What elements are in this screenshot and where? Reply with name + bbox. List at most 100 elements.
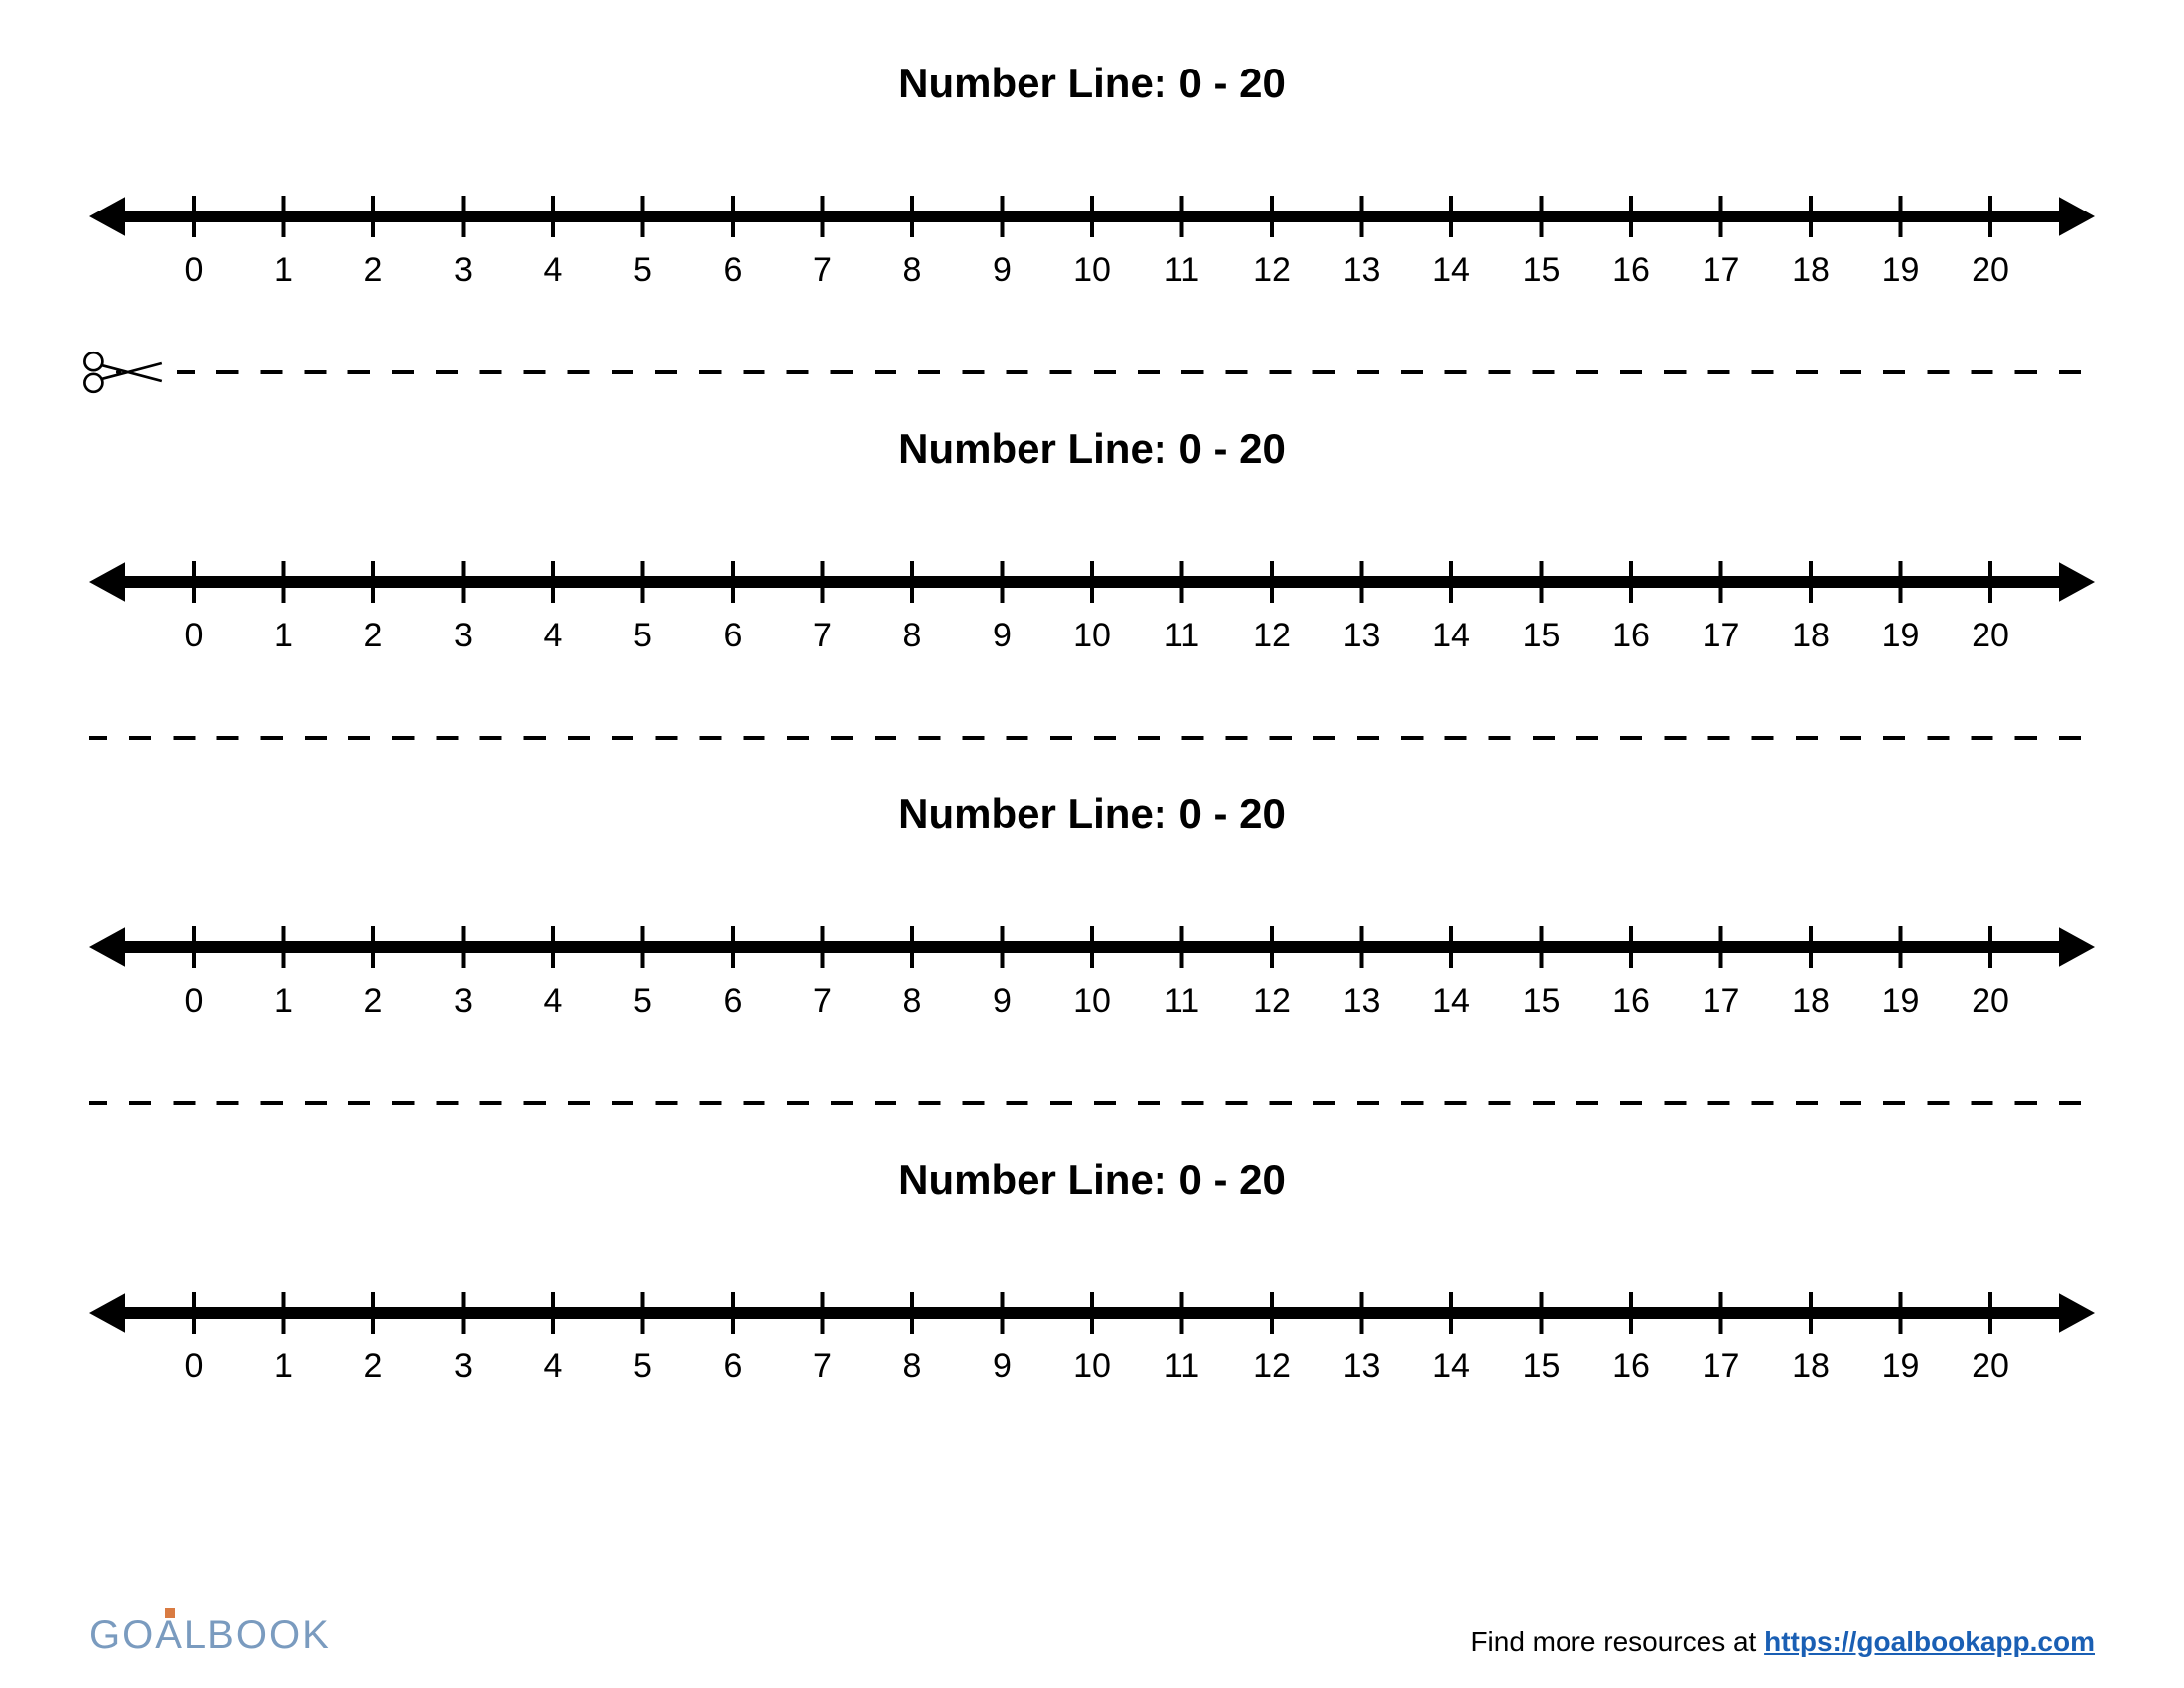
tick-label: 4 — [544, 1347, 563, 1385]
footer-resource-text: Find more resources at https://goalbooka… — [1470, 1626, 2095, 1658]
tick-label: 8 — [903, 617, 922, 654]
tick-label: 14 — [1433, 982, 1470, 1020]
tick-label: 10 — [1073, 982, 1111, 1020]
tick-label: 15 — [1523, 982, 1561, 1020]
numberline-section: Number Line: 0 - 20 01234567891011121314… — [89, 1156, 2095, 1402]
tick-label: 5 — [633, 982, 652, 1020]
arrow-right-icon — [2059, 927, 2095, 967]
tick-label: 20 — [1972, 251, 2009, 289]
tick-label: 20 — [1972, 1347, 2009, 1385]
cut-dash — [89, 1101, 2095, 1105]
cut-line — [89, 346, 2095, 395]
tick-label: 20 — [1972, 617, 2009, 654]
tick-label: 5 — [633, 1347, 652, 1385]
tick-label: 14 — [1433, 617, 1470, 654]
arrow-left-icon — [89, 1293, 125, 1333]
number-line: 01234567891011121314151617181920 — [89, 1263, 2095, 1402]
tick-label: 7 — [813, 251, 832, 289]
cut-dash — [177, 370, 2095, 374]
tick-label: 3 — [454, 1347, 473, 1385]
footer-link[interactable]: https://goalbookapp.com — [1764, 1626, 2095, 1657]
arrow-right-icon — [2059, 1293, 2095, 1333]
tick-label: 6 — [724, 1347, 743, 1385]
tick-label: 16 — [1612, 1347, 1650, 1385]
tick-label: 13 — [1343, 251, 1381, 289]
goalbook-logo: GOALBOOK — [89, 1614, 331, 1658]
tick-label: 13 — [1343, 1347, 1381, 1385]
tick-label: 17 — [1703, 982, 1740, 1020]
tick-label: 18 — [1792, 251, 1830, 289]
tick-label: 13 — [1343, 982, 1381, 1020]
tick-label: 3 — [454, 982, 473, 1020]
logo-prefix: GO — [89, 1614, 155, 1657]
tick-label: 18 — [1792, 1347, 1830, 1385]
tick-label: 18 — [1792, 982, 1830, 1020]
tick-label: 16 — [1612, 982, 1650, 1020]
tick-label: 8 — [903, 982, 922, 1020]
tick-label: 19 — [1882, 617, 1920, 654]
tick-label: 4 — [544, 982, 563, 1020]
cut-dash — [89, 736, 2095, 740]
tick-label: 14 — [1433, 1347, 1470, 1385]
tick-label: 15 — [1523, 251, 1561, 289]
tick-label: 12 — [1253, 1347, 1291, 1385]
tick-label: 4 — [544, 251, 563, 289]
tick-label: 19 — [1882, 982, 1920, 1020]
tick-label: 2 — [364, 617, 383, 654]
tick-label: 7 — [813, 617, 832, 654]
tick-label: 20 — [1972, 982, 2009, 1020]
tick-label: 12 — [1253, 617, 1291, 654]
numberline-section: Number Line: 0 - 20 01234567891011121314… — [89, 60, 2095, 306]
logo-accent-icon — [165, 1608, 175, 1618]
arrow-left-icon — [89, 927, 125, 967]
tick-label: 1 — [274, 1347, 293, 1385]
tick-label: 10 — [1073, 1347, 1111, 1385]
arrow-right-icon — [2059, 562, 2095, 602]
section-title: Number Line: 0 - 20 — [89, 60, 2095, 107]
tick-label: 14 — [1433, 251, 1470, 289]
tick-label: 12 — [1253, 982, 1291, 1020]
tick-label: 1 — [274, 982, 293, 1020]
tick-label: 12 — [1253, 251, 1291, 289]
arrow-right-icon — [2059, 197, 2095, 236]
tick-label: 4 — [544, 617, 563, 654]
tick-label: 1 — [274, 251, 293, 289]
tick-label: 11 — [1164, 982, 1199, 1020]
tick-label: 1 — [274, 617, 293, 654]
tick-label: 19 — [1882, 1347, 1920, 1385]
tick-label: 3 — [454, 617, 473, 654]
tick-label: 17 — [1703, 1347, 1740, 1385]
number-line: 01234567891011121314151617181920 — [89, 167, 2095, 306]
tick-label: 10 — [1073, 617, 1111, 654]
tick-label: 11 — [1164, 251, 1199, 289]
tick-label: 9 — [993, 1347, 1012, 1385]
tick-label: 9 — [993, 251, 1012, 289]
cut-line — [89, 711, 2095, 761]
tick-label: 10 — [1073, 251, 1111, 289]
tick-label: 2 — [364, 982, 383, 1020]
tick-label: 11 — [1164, 1347, 1199, 1385]
tick-label: 15 — [1523, 617, 1561, 654]
page-footer: GOALBOOK Find more resources at https://… — [89, 1614, 2095, 1658]
section-title: Number Line: 0 - 20 — [89, 790, 2095, 838]
tick-label: 17 — [1703, 251, 1740, 289]
tick-label: 15 — [1523, 1347, 1561, 1385]
tick-label: 0 — [185, 1347, 204, 1385]
tick-label: 16 — [1612, 251, 1650, 289]
numberline-section: Number Line: 0 - 20 01234567891011121314… — [89, 425, 2095, 671]
tick-label: 13 — [1343, 617, 1381, 654]
tick-label: 7 — [813, 982, 832, 1020]
scissors-icon — [79, 346, 169, 399]
tick-label: 6 — [724, 251, 743, 289]
tick-label: 8 — [903, 1347, 922, 1385]
tick-label: 16 — [1612, 617, 1650, 654]
tick-label: 5 — [633, 251, 652, 289]
tick-label: 0 — [185, 251, 204, 289]
tick-label: 8 — [903, 251, 922, 289]
tick-label: 11 — [1164, 617, 1199, 654]
tick-label: 7 — [813, 1347, 832, 1385]
tick-label: 6 — [724, 617, 743, 654]
tick-label: 9 — [993, 617, 1012, 654]
tick-label: 18 — [1792, 617, 1830, 654]
cut-line — [89, 1076, 2095, 1126]
